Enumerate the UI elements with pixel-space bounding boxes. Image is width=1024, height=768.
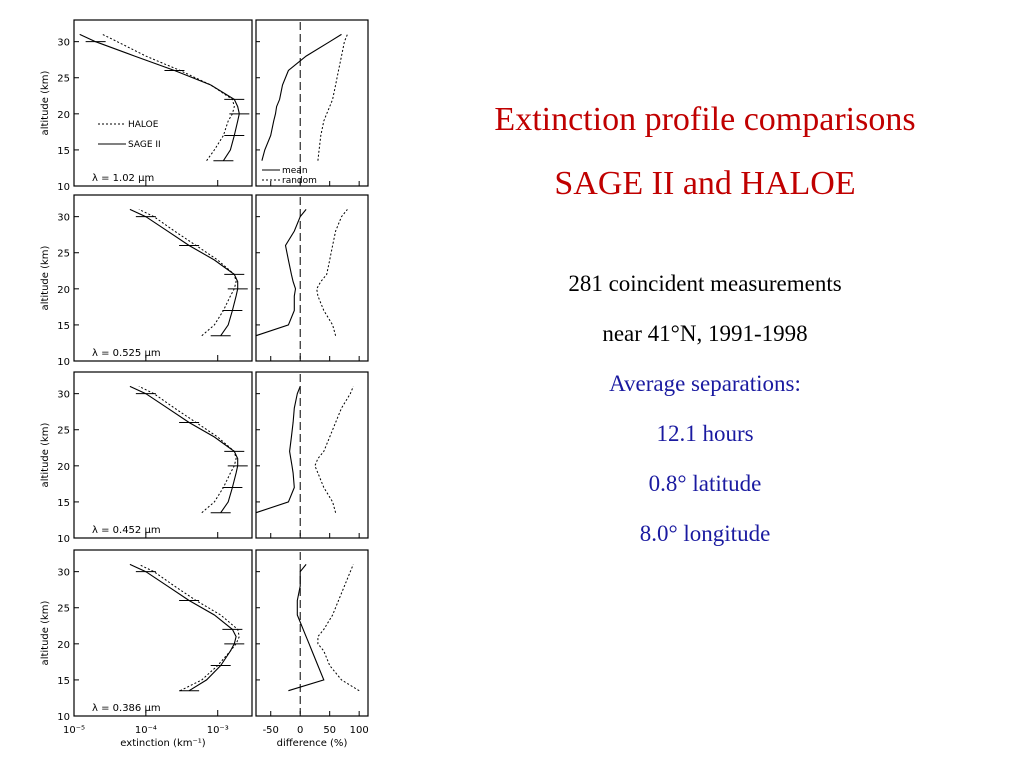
haloe-profile-line bbox=[138, 563, 240, 692]
y-tick-label: 10 bbox=[57, 534, 70, 545]
difference-axes-frame bbox=[255, 194, 369, 362]
y-tick-label: 15 bbox=[57, 676, 70, 687]
legend-haloe-label: HALOE bbox=[128, 120, 159, 130]
haloe-profile-line bbox=[138, 208, 237, 337]
y-tick-label: 30 bbox=[57, 213, 70, 224]
extinction-axes-frame bbox=[73, 371, 253, 539]
y-tick-label: 10 bbox=[57, 357, 70, 368]
info-measurements: 281 coincident measurements bbox=[568, 271, 842, 296]
difference-axes-frame bbox=[255, 19, 369, 187]
y-tick-label: 20 bbox=[57, 110, 70, 121]
legend-random-label: random bbox=[282, 176, 317, 186]
y-tick-label: 30 bbox=[57, 38, 70, 49]
y-tick-label: 25 bbox=[57, 74, 70, 85]
panel-3: 10 15 20 25 30 altitude (km) λ = 0.452 μm bbox=[40, 371, 369, 545]
panel-4: 10 15 20 25 30 altitude (km) λ = 0.386 μm 10⁻⁵ 1… bbox=[40, 549, 369, 749]
y-tick-label: 25 bbox=[57, 249, 70, 260]
mean-difference-line bbox=[261, 33, 342, 161]
random-difference-line bbox=[314, 386, 354, 513]
y-tick-label: 20 bbox=[57, 285, 70, 296]
panel-1: 10 15 20 25 30 altitude (km) λ = 1.02 μm HALOE S… bbox=[40, 19, 369, 193]
y-tick-label: 30 bbox=[57, 390, 70, 401]
sage-profile-line bbox=[129, 208, 239, 337]
x-tick-label: 10⁻⁴ bbox=[135, 725, 157, 736]
extinction-axes-frame bbox=[73, 549, 253, 717]
extinction-axes-frame bbox=[73, 194, 253, 362]
x-tick-label: 0 bbox=[297, 725, 303, 736]
mean-difference-line bbox=[255, 386, 301, 514]
wavelength-label: λ = 0.452 μm bbox=[92, 525, 161, 536]
y-tick-label: 15 bbox=[57, 498, 70, 509]
panel-2: 10 15 20 25 30 altitude (km) λ = 0.525 μm bbox=[40, 194, 369, 368]
mean-difference-line bbox=[288, 564, 325, 692]
info-separation-latitude: 0.8° latitude bbox=[648, 471, 762, 496]
y-axis-label: altitude (km) bbox=[40, 70, 51, 135]
x-tick-label: -50 bbox=[263, 725, 279, 736]
y-axis-label: altitude (km) bbox=[40, 245, 51, 310]
y-tick-label: 20 bbox=[57, 640, 70, 651]
x-tick-label: 100 bbox=[350, 725, 369, 736]
x-axis-label-difference: difference (%) bbox=[277, 738, 348, 749]
y-tick-label: 15 bbox=[57, 146, 70, 157]
sage-profile-line bbox=[129, 385, 239, 514]
wavelength-label: λ = 0.525 μm bbox=[92, 348, 161, 359]
info-separation-hours: 12.1 hours bbox=[656, 421, 754, 446]
slide-title-line-2: SAGE II and HALOE bbox=[554, 165, 856, 202]
slide-text-block: Extinction profile comparisons SAGE II a… bbox=[420, 100, 990, 570]
haloe-profile-line bbox=[102, 33, 235, 161]
random-difference-line bbox=[317, 564, 360, 692]
random-difference-line bbox=[317, 34, 348, 161]
legend-mean-label: mean bbox=[282, 166, 308, 176]
extinction-profile-figure: 10 15 20 25 30 altitude (km) λ = 1.02 μm HALOE S… bbox=[40, 19, 369, 749]
extinction-axes-frame bbox=[73, 19, 253, 187]
x-tick-label: 10⁻⁵ bbox=[63, 725, 85, 736]
difference-axes-frame bbox=[255, 549, 369, 717]
x-axis-label-extinction: extinction (km⁻¹) bbox=[120, 738, 205, 749]
y-tick-label: 20 bbox=[57, 462, 70, 473]
wavelength-label: λ = 1.02 μm bbox=[92, 173, 154, 184]
mean-difference-line bbox=[255, 209, 307, 337]
sage-profile-line bbox=[129, 563, 237, 692]
legend-sage-label: SAGE II bbox=[128, 140, 161, 150]
difference-axes-frame bbox=[255, 371, 369, 539]
info-separation-longitude: 8.0° longitude bbox=[639, 521, 771, 546]
x-tick-label: 10⁻³ bbox=[207, 725, 229, 736]
random-difference-line bbox=[316, 209, 348, 336]
y-axis-label: altitude (km) bbox=[40, 422, 51, 487]
y-tick-label: 10 bbox=[57, 712, 70, 723]
y-tick-label: 25 bbox=[57, 426, 70, 437]
haloe-profile-line bbox=[138, 385, 237, 514]
x-tick-label: 50 bbox=[323, 725, 336, 736]
y-tick-label: 15 bbox=[57, 321, 70, 332]
y-tick-label: 30 bbox=[57, 568, 70, 579]
sage-profile-line bbox=[79, 33, 240, 161]
y-axis-label: altitude (km) bbox=[40, 600, 51, 665]
wavelength-label: λ = 0.386 μm bbox=[92, 703, 161, 714]
info-location-period: near 41°N, 1991-1998 bbox=[602, 321, 808, 346]
slide-title-line-1: Extinction profile comparisons bbox=[494, 101, 916, 138]
info-separations-heading: Average separations: bbox=[609, 371, 801, 396]
y-tick-label: 10 bbox=[57, 182, 70, 193]
y-tick-label: 25 bbox=[57, 604, 70, 615]
